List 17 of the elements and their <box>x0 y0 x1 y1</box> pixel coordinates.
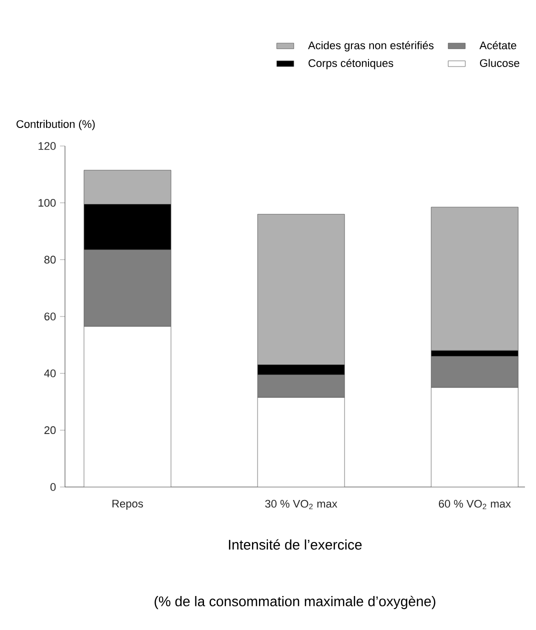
x-tick-label: Repos <box>112 500 143 510</box>
y-tick-label: 60 <box>44 312 56 320</box>
legend-label: Acétate <box>479 41 516 50</box>
text: (% de la consommation maximale d’oxygène) <box>154 596 436 610</box>
legend-label: Acides gras non estérifiés <box>308 41 434 52</box>
x-tick-label: 60 % VO$_{2}$ max <box>438 500 511 510</box>
x-tick-label: 30 % VO$_{2}$ max <box>265 500 338 510</box>
x-axis-title: Intensité de l’exercice <box>228 539 362 550</box>
y-tick-label: 40 <box>44 369 56 378</box>
y-tick-label: 120 <box>38 142 56 150</box>
legend-label: Corps cétoniques <box>308 58 394 70</box>
y-axis-title: Contribution (%) <box>16 120 95 130</box>
y-tick-label: 20 <box>44 426 56 434</box>
y-tick-label: 0 <box>50 483 56 491</box>
y-tick-label: 80 <box>44 256 56 264</box>
y-tick-label: 100 <box>38 198 56 207</box>
legend-label: Glucose <box>480 58 520 67</box>
